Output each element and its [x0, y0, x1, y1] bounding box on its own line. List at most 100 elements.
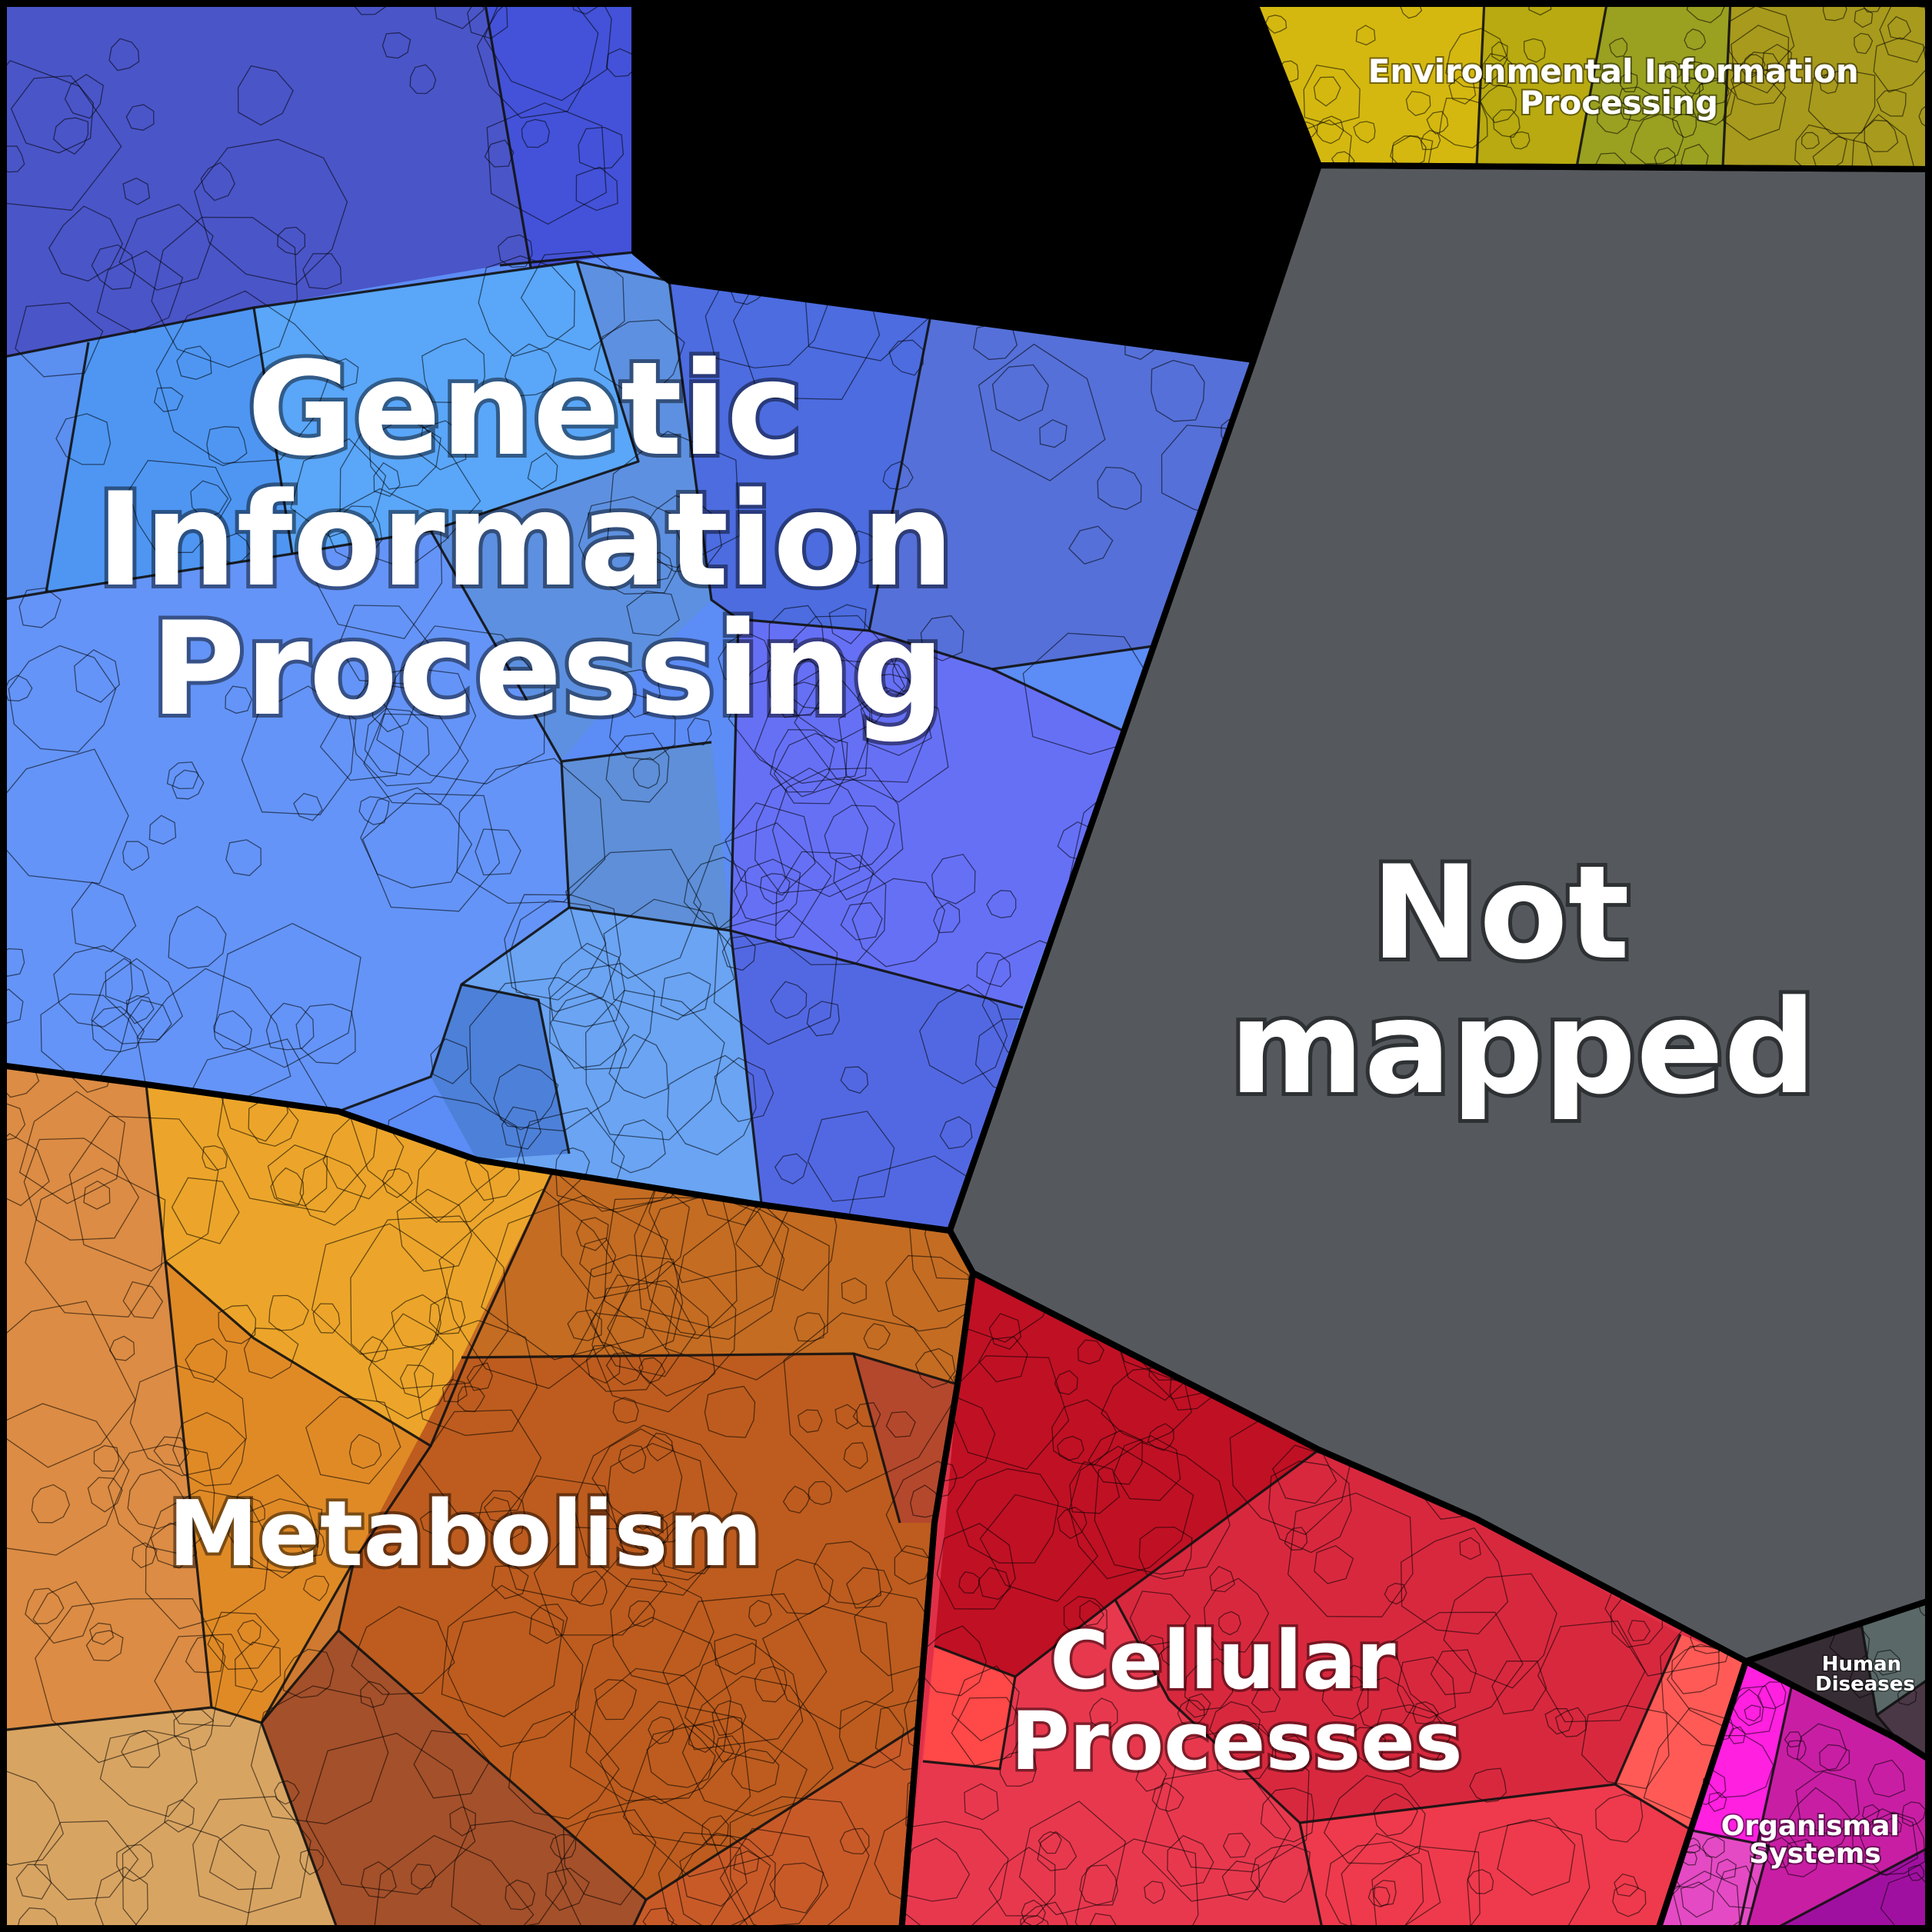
cell [931, 854, 976, 904]
cell [145, 1489, 271, 1630]
cell [486, 102, 607, 225]
cell [1054, 1370, 1078, 1395]
cell [599, 1700, 751, 1846]
cell [74, 649, 121, 703]
cell [164, 1799, 195, 1833]
cell [607, 1261, 737, 1397]
cell [1082, 51, 1118, 92]
cell [136, 968, 291, 1114]
cell [978, 1567, 1011, 1601]
cell [483, 1497, 512, 1523]
cell [190, 480, 229, 520]
cell [1595, 1794, 1644, 1843]
cell [527, 452, 558, 490]
cell [32, 1581, 95, 1644]
cell [0, 988, 24, 1025]
cell [1594, 152, 1627, 169]
cell [1795, 1770, 1860, 1837]
cell [128, 460, 232, 553]
cell [71, 881, 137, 953]
genetic-subregions [0, 0, 1254, 1231]
cell [661, 1520, 719, 1574]
cell [371, 684, 416, 733]
cell [1039, 419, 1068, 448]
cell [1254, 77, 1278, 105]
cell [1216, 1720, 1274, 1780]
cell [754, 1666, 788, 1703]
env-sub-2 [1477, 0, 1607, 167]
cell [1057, 1506, 1088, 1540]
cell [1614, 1873, 1639, 1897]
cell [1185, 1693, 1211, 1718]
cell [125, 994, 155, 1024]
cell [1781, 1838, 1820, 1877]
cell [116, 1844, 154, 1882]
org-sub-4 [1661, 1830, 1769, 1932]
cell [270, 1167, 305, 1207]
cell [1097, 466, 1142, 511]
cell [1135, 1760, 1168, 1792]
cell [192, 1796, 311, 1914]
cell [87, 1477, 123, 1513]
cell [299, 1528, 325, 1557]
cell [773, 615, 906, 744]
cell [151, 216, 298, 368]
label-metabolism: Metabolism [168, 1481, 762, 1587]
cell [794, 1312, 825, 1342]
cell [478, 1490, 526, 1544]
labels: Genetic Information Processing Not mappe… [92, 51, 1916, 1871]
cell [718, 631, 772, 686]
cell [274, 1780, 300, 1805]
cell [882, 461, 914, 490]
cell [1445, 28, 1508, 89]
cell [1284, 1527, 1308, 1551]
cell [18, 587, 62, 628]
cell [18, 1091, 126, 1204]
cell [824, 804, 895, 871]
cell [761, 148, 842, 225]
cell [570, 0, 598, 15]
cell [1822, 0, 1847, 22]
env-sub-4 [1723, 0, 1932, 169]
cell [122, 1281, 164, 1319]
cell [806, 1001, 840, 1037]
cell [243, 1327, 299, 1379]
cell [0, 1403, 130, 1556]
cell [168, 905, 227, 969]
cell [1374, 1880, 1397, 1907]
label-organismal: Organismal Systems [1721, 1810, 1910, 1870]
cell [849, 530, 879, 565]
cell [665, 1204, 830, 1381]
cell [1373, 1793, 1418, 1837]
cell [447, 1611, 584, 1748]
cell [784, 681, 821, 716]
cell [469, 977, 628, 1132]
cell [782, 658, 841, 710]
cell [475, 828, 521, 876]
cell [1884, 1817, 1903, 1834]
cell [628, 1600, 655, 1627]
cell [1131, 254, 1161, 286]
cell [381, 32, 411, 59]
cell [838, 686, 949, 803]
cell [1867, 1759, 1906, 1797]
cell [1221, 1860, 1261, 1901]
cell [241, 685, 357, 816]
cell [1887, 15, 1912, 41]
cell [1331, 151, 1355, 169]
cell [638, 0, 700, 62]
cell [576, 1217, 609, 1251]
cell [933, 901, 961, 934]
met-sub-8 [631, 1723, 923, 1932]
cell [1448, 75, 1477, 105]
cell [1344, 1664, 1369, 1689]
cell [1784, 1787, 1854, 1855]
cell [1796, 1723, 1847, 1774]
cell [228, 1474, 319, 1574]
cell [637, 107, 804, 246]
cell [548, 942, 625, 1028]
cell [441, 1379, 468, 1403]
cell [891, 657, 925, 693]
cell [721, 935, 756, 971]
